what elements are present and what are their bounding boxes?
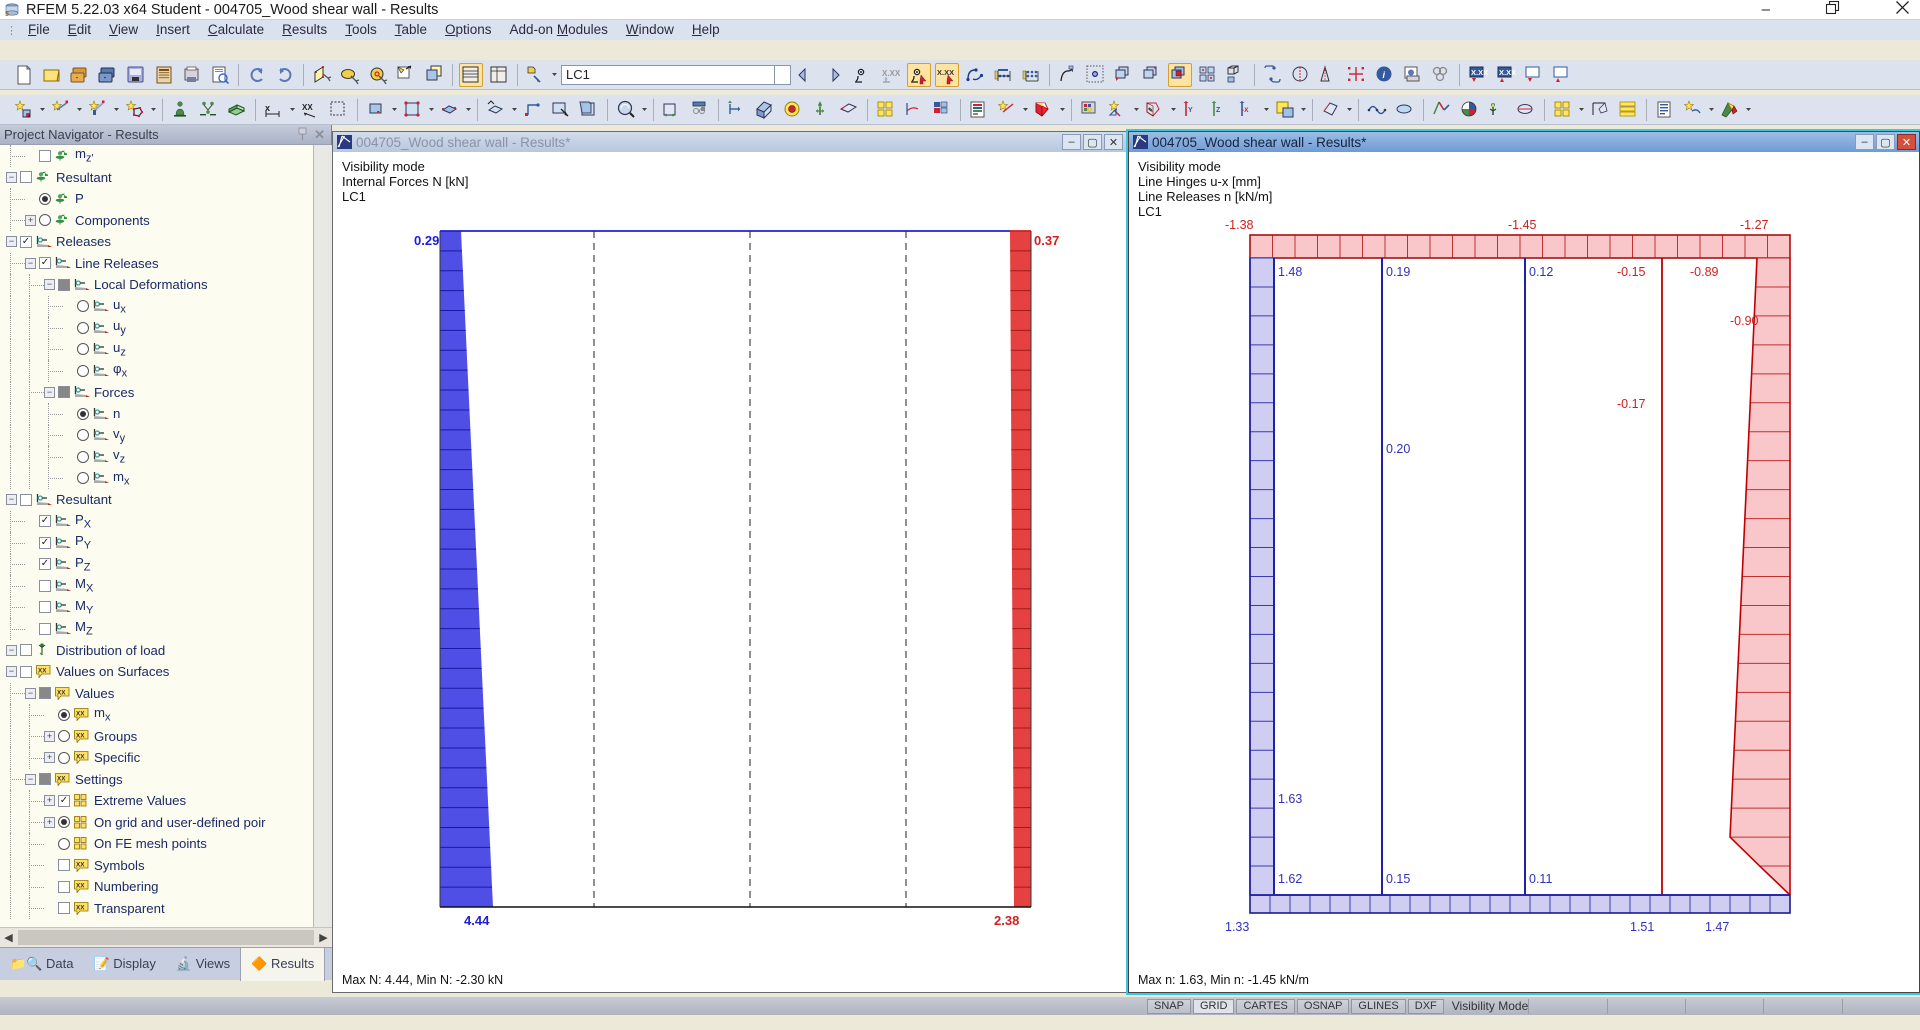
svg-text:X.XX: X.XX	[882, 69, 901, 78]
svg-text:1.47: 1.47	[1705, 920, 1729, 934]
svg-text:X.XX: X.XX	[937, 68, 954, 77]
svg-text:4.44: 4.44	[464, 913, 490, 928]
svg-text:0.11: 0.11	[1529, 872, 1552, 886]
svg-text:Z: Z	[1216, 107, 1221, 114]
svg-text:XX: XX	[76, 883, 85, 890]
svg-text:-X: -X	[1242, 107, 1249, 114]
svg-text:XX: XX	[76, 904, 85, 911]
svg-text:0.19: 0.19	[1386, 265, 1410, 279]
svg-text:1.63: 1.63	[1278, 792, 1302, 806]
svg-text:Y: Y	[1188, 107, 1193, 114]
svg-text:XX: XX	[57, 775, 66, 782]
svg-text:1.62: 1.62	[1278, 872, 1302, 886]
svg-text:-0.17: -0.17	[1617, 397, 1646, 411]
svg-text:XX: XX	[302, 103, 313, 112]
svg-text:0.15: 0.15	[1386, 872, 1410, 886]
svg-text:✎: ✎	[1148, 107, 1153, 114]
svg-text:X.XX: X.XX	[1471, 68, 1488, 77]
svg-text:-0.90: -0.90	[1730, 314, 1759, 328]
svg-text:X.XX: X.XX	[1499, 68, 1516, 77]
svg-text:-1.45: -1.45	[1508, 218, 1537, 232]
svg-text:XX: XX	[76, 861, 85, 868]
svg-text:XX: XX	[38, 668, 47, 675]
svg-text:XX: XX	[57, 689, 66, 696]
svg-text:1.33: 1.33	[1225, 920, 1249, 934]
svg-text:0.20: 0.20	[1386, 442, 1410, 456]
svg-text:XX: XX	[76, 732, 85, 739]
svg-text:-0.15: -0.15	[1617, 265, 1646, 279]
svg-text:1.48: 1.48	[1278, 265, 1302, 279]
svg-text:-0.89: -0.89	[1690, 265, 1719, 279]
svg-text:XX: XX	[76, 754, 85, 761]
svg-text:-1.38: -1.38	[1225, 218, 1254, 232]
svg-text:0.37: 0.37	[1034, 233, 1059, 248]
svg-text:0.29: 0.29	[414, 233, 439, 248]
svg-text:XX: XX	[76, 711, 85, 718]
svg-text:-1.27: -1.27	[1740, 218, 1769, 232]
svg-text:1.51: 1.51	[1630, 920, 1654, 934]
svg-text:0.12: 0.12	[1529, 265, 1553, 279]
svg-text:5: 5	[5, 11, 9, 18]
svg-text:2.38: 2.38	[994, 913, 1019, 928]
